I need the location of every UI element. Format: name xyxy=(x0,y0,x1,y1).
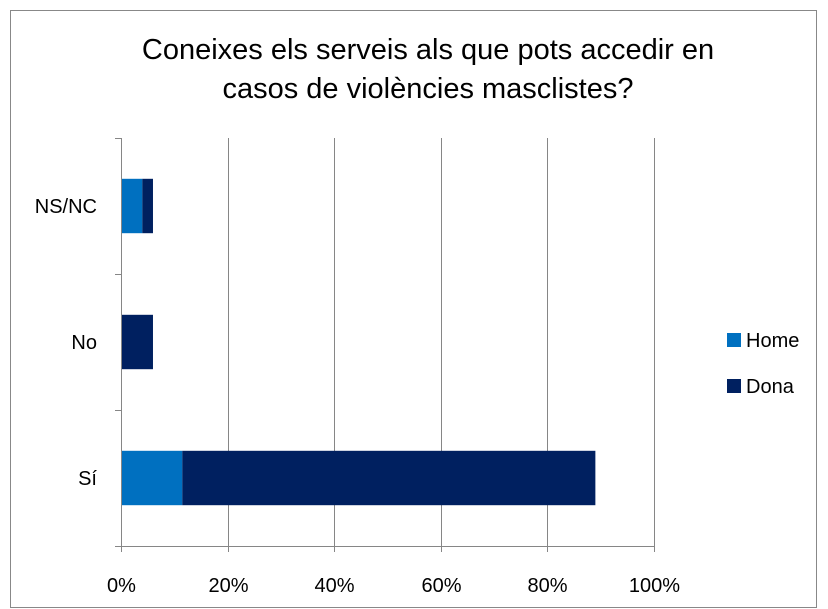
legend-swatch-dona xyxy=(727,379,741,393)
x-tick-label-5: 100% xyxy=(629,575,680,597)
legend-swatch-home xyxy=(727,333,741,347)
x-tick-label-1: 20% xyxy=(208,575,248,597)
legend: Home Dona xyxy=(727,330,799,398)
x-tick-label-3: 60% xyxy=(421,575,461,597)
chart-title-line-2: casos de violències masclistes? xyxy=(222,73,633,105)
y-tick-labels: NS/NC No Sí xyxy=(35,196,98,490)
bar-dona-2 xyxy=(182,450,596,506)
bar-home-0 xyxy=(121,178,143,234)
bars xyxy=(121,178,596,506)
x-tick-labels: 0% 20% 40% 60% 80% 100% xyxy=(107,575,680,597)
x-tick-label-2: 40% xyxy=(314,575,354,597)
x-tick-label-0: 0% xyxy=(107,575,136,597)
legend-label-home: Home xyxy=(746,330,799,352)
axes xyxy=(115,138,655,552)
bar-home-2 xyxy=(121,450,183,506)
chart-border xyxy=(10,10,817,608)
y-tick-label-0: NS/NC xyxy=(35,196,97,218)
x-tick-label-4: 80% xyxy=(527,575,567,597)
y-tick-label-2: Sí xyxy=(78,468,97,490)
bar-dona-0 xyxy=(142,178,153,234)
legend-label-dona: Dona xyxy=(746,376,795,398)
chart-title-line-1: Coneixes els serveis als que pots accedi… xyxy=(142,34,714,66)
bar-dona-1 xyxy=(121,314,153,370)
y-tick-label-1: No xyxy=(71,332,97,354)
